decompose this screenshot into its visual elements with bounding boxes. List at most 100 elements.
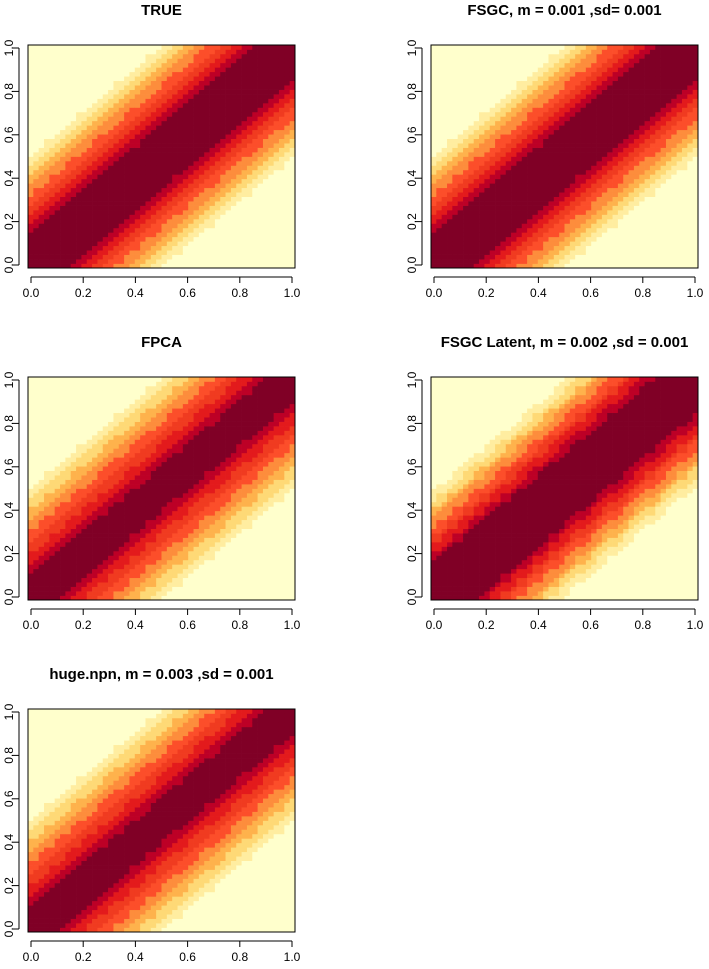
heatmap-cell (660, 94, 667, 99)
heatmap-cell (60, 250, 66, 255)
heatmap-cell (38, 45, 45, 50)
heatmap-cell (564, 218, 571, 224)
heatmap-cell (564, 85, 571, 90)
heatmap-cell (484, 232, 491, 238)
heatmap-cell (124, 196, 130, 202)
heatmap-cell (92, 67, 98, 73)
heatmap-cell (468, 156, 475, 162)
heatmap-cell (182, 76, 189, 82)
heatmap-cell (436, 94, 443, 99)
heatmap-cell (81, 107, 88, 113)
heatmap-cell (463, 232, 469, 238)
heatmap-cell (527, 227, 533, 233)
heatmap-cell (585, 201, 592, 206)
heatmap-cell (257, 98, 264, 104)
heatmap-cell (575, 71, 581, 77)
heatmap-cell (49, 143, 56, 148)
heatmap-cell (252, 156, 258, 162)
heatmap-cell (676, 192, 683, 197)
heatmap-cell (607, 120, 613, 126)
heatmap-cell (70, 94, 77, 99)
heatmap-cell (241, 125, 248, 131)
heatmap-cell (278, 116, 285, 122)
heatmap-cell (86, 259, 93, 264)
heatmap-cell (633, 58, 640, 64)
heatmap-cell (70, 196, 77, 202)
heatmap-cell (129, 53, 136, 59)
heatmap-cell (262, 223, 269, 229)
heatmap-cell (145, 236, 152, 242)
heatmap-cell (172, 165, 178, 171)
heatmap-cell (193, 94, 200, 99)
heatmap-cell (628, 165, 635, 171)
heatmap-cell (33, 236, 40, 242)
heatmap-cell (289, 223, 296, 229)
heatmap-cell (505, 241, 512, 247)
heatmap-cell (209, 169, 216, 175)
heatmap-cell (479, 183, 485, 189)
heatmap-cell (468, 259, 475, 264)
heatmap-cell (33, 165, 40, 171)
heatmap-cell (532, 107, 539, 113)
heatmap-cell (204, 178, 210, 184)
y-axis: 0.00.20.40.60.81.0 (2, 39, 20, 273)
heatmap-cell (278, 218, 285, 224)
heatmap-cell (145, 245, 152, 251)
heatmap-cell (44, 152, 50, 157)
heatmap-cell (60, 143, 66, 148)
heatmap-cell (484, 129, 491, 135)
heatmap-cell (65, 250, 72, 255)
heatmap-cell (511, 227, 517, 233)
heatmap-cell (649, 134, 656, 140)
heatmap-cell (601, 138, 608, 144)
heatmap-cell (548, 129, 555, 135)
heatmap-cell (262, 58, 269, 64)
heatmap-cell (220, 250, 226, 255)
heatmap-cell (156, 152, 162, 157)
heatmap-cell (177, 143, 184, 148)
heatmap-cell (463, 62, 469, 68)
heatmap-cell (113, 232, 120, 238)
heatmap-cell (166, 120, 173, 126)
heatmap-cell (28, 165, 34, 171)
heatmap-cell (569, 223, 576, 229)
heatmap-cell (591, 187, 597, 193)
heatmap-cell (188, 178, 194, 184)
heatmap-cell (596, 143, 603, 148)
heatmap-cell (596, 62, 603, 68)
heatmap-cell (537, 174, 544, 180)
heatmap-cell (452, 187, 459, 193)
heatmap-cell (44, 80, 50, 86)
heatmap-cell (537, 152, 544, 157)
heatmap-cell (65, 183, 72, 189)
heatmap-cell (564, 120, 571, 126)
heatmap-cell (463, 94, 469, 99)
heatmap-cell (484, 160, 491, 166)
heatmap-cell (564, 94, 571, 99)
heatmap-cell (665, 89, 672, 95)
heatmap-cell (463, 85, 469, 90)
heatmap-cell (532, 241, 539, 247)
heatmap-cell (241, 210, 248, 215)
heatmap-cell (230, 107, 237, 113)
heatmap-cell (511, 98, 517, 104)
heatmap-cell (28, 111, 34, 117)
heatmap-cell (623, 210, 629, 215)
heatmap-cell (548, 232, 555, 238)
heatmap-cell (441, 49, 448, 55)
heatmap-cell (44, 178, 50, 184)
heatmap-cell (585, 187, 592, 193)
heatmap-cell (54, 116, 61, 122)
heatmap-cell (252, 53, 258, 59)
heatmap-cell (70, 223, 77, 229)
heatmap-cell (607, 89, 613, 95)
heatmap-cell (81, 218, 88, 224)
heatmap-cell (193, 67, 200, 73)
heatmap-cell (118, 232, 125, 238)
heatmap-cell (188, 259, 194, 264)
heatmap-cell (441, 178, 448, 184)
heatmap-cell (596, 58, 603, 64)
heatmap-cell (188, 160, 194, 166)
heatmap-cell (516, 227, 523, 233)
heatmap-cell (262, 214, 269, 220)
